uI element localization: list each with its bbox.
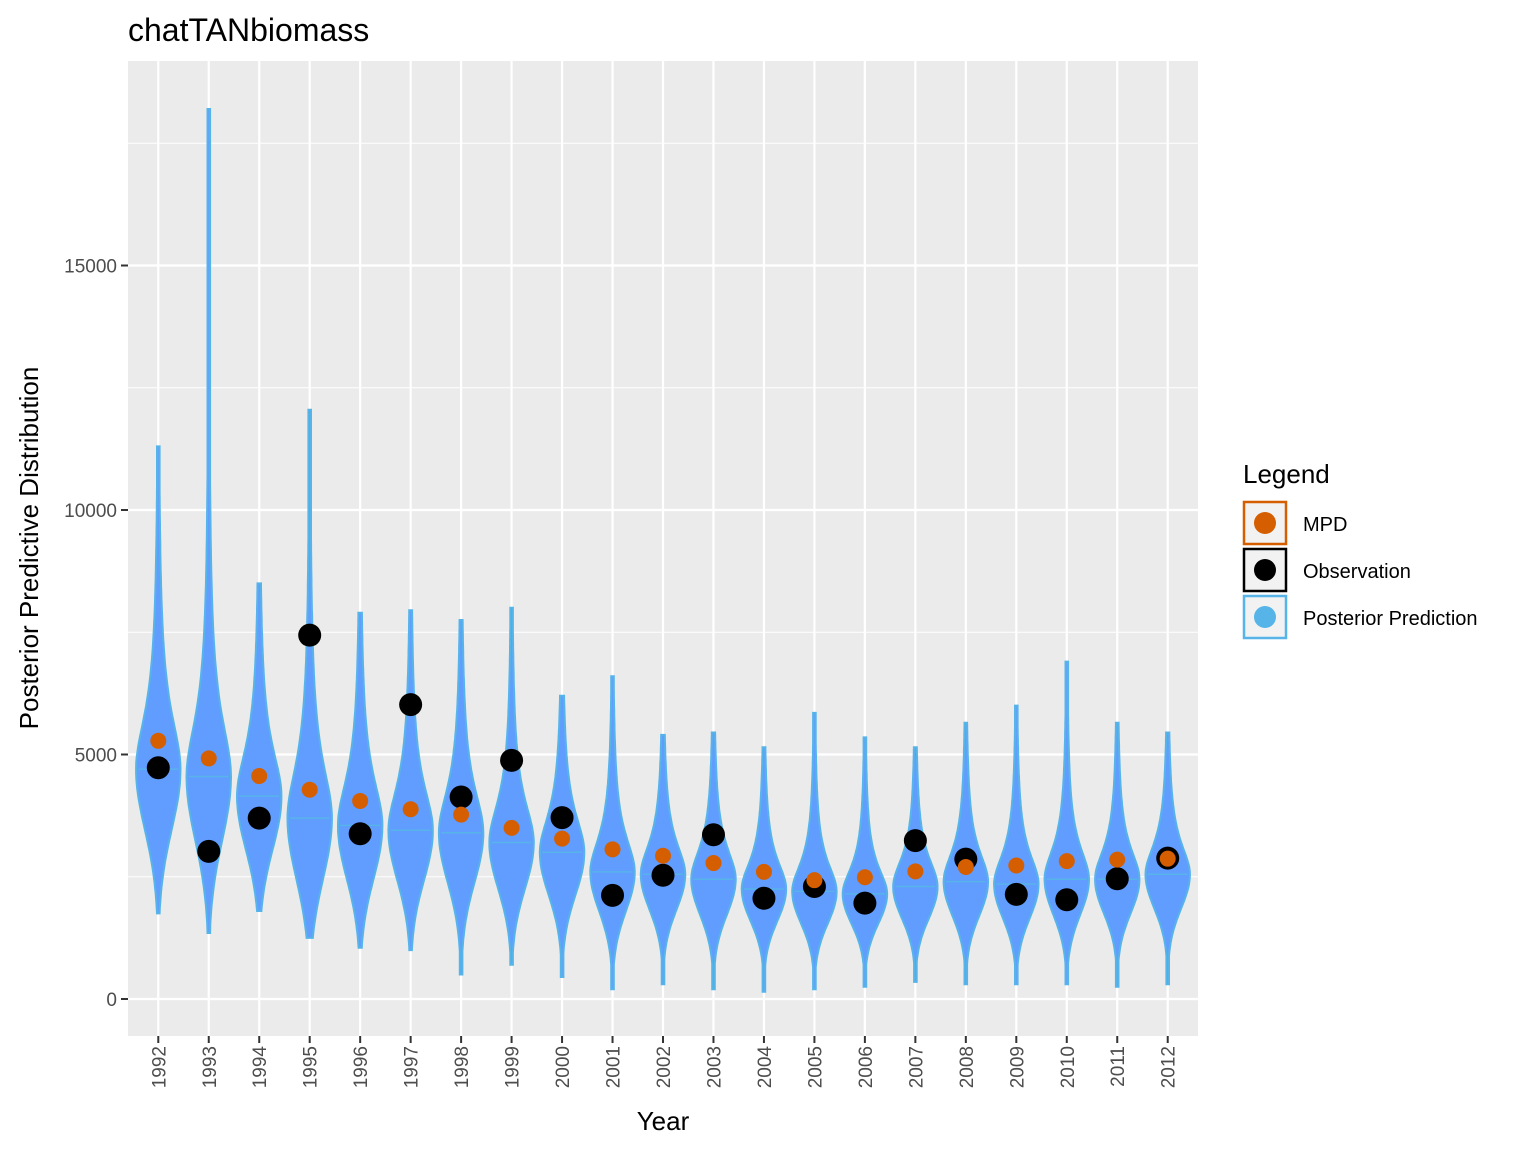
violin	[337, 611, 384, 949]
mpd-point	[150, 732, 167, 749]
violin	[1043, 660, 1091, 986]
legend-key-dot	[1254, 606, 1276, 628]
mpd-point	[1109, 851, 1126, 868]
y-axis: 0 5000 10000 15000	[64, 257, 128, 1011]
mpd-point	[705, 855, 722, 872]
x-tick-label: 2007	[906, 1046, 927, 1088]
mpd-point	[301, 781, 318, 798]
x-tick-label: 1997	[402, 1046, 423, 1088]
x-tick-label: 2008	[957, 1046, 978, 1088]
mpd-point	[554, 830, 571, 847]
x-tick-label: 1998	[452, 1046, 473, 1088]
mpd-point	[655, 847, 671, 864]
observation-point	[247, 806, 271, 830]
observation-point	[752, 886, 776, 910]
violin	[135, 445, 182, 915]
x-axis: 1992 1993 1994 1995 1996 1997 1998 1999 2000 2001…	[149, 1036, 1180, 1089]
x-tick-label: 2000	[553, 1046, 574, 1088]
observation-point	[1105, 867, 1129, 891]
mpd-point	[402, 801, 419, 818]
x-tick-label: 2001	[604, 1046, 625, 1088]
x-tick-label: 1999	[503, 1046, 524, 1088]
x-tick-label: 2011	[1108, 1046, 1129, 1087]
legend-key-dot	[1254, 512, 1276, 534]
violin	[841, 736, 889, 988]
legend-title: Legend	[1243, 459, 1330, 489]
observation-point	[1004, 882, 1028, 906]
x-tick-label: 2006	[856, 1046, 877, 1088]
observation-point	[550, 806, 574, 830]
mpd-point	[755, 863, 772, 880]
violin	[488, 606, 535, 966]
legend-label: Posterior Prediction	[1303, 608, 1478, 630]
x-tick-label: 2003	[704, 1046, 725, 1088]
x-tick-label: 1995	[301, 1046, 322, 1088]
observation-point	[601, 883, 625, 907]
y-tick-label: 5000	[75, 746, 117, 767]
violin	[791, 711, 838, 991]
legend-key	[1242, 594, 1288, 640]
legend-key-dot	[1254, 559, 1276, 581]
x-tick-label: 1994	[250, 1046, 271, 1089]
observation-point	[449, 785, 473, 809]
x-tick-label: 1993	[200, 1046, 221, 1088]
mpd-point	[1008, 857, 1025, 874]
mpd-point	[200, 750, 217, 767]
observation-point	[348, 822, 372, 846]
x-tick-label: 2004	[755, 1046, 776, 1089]
legend-label: Observation	[1303, 561, 1411, 583]
mpd-point	[503, 819, 520, 836]
observation-point	[298, 623, 322, 647]
mpd-point	[352, 792, 369, 809]
observation-point	[146, 756, 170, 780]
x-tick-label: 1996	[351, 1046, 372, 1088]
mpd-point	[1058, 853, 1075, 870]
mpd-point	[453, 806, 470, 823]
mpd-point	[1159, 850, 1176, 867]
violin	[993, 704, 1040, 986]
violin	[589, 675, 636, 991]
y-axis-title: Posterior Predictive Distribution	[14, 367, 44, 730]
observation-point	[197, 839, 221, 863]
violin	[387, 609, 434, 952]
x-tick-label: 2002	[654, 1046, 675, 1088]
mpd-point	[856, 869, 873, 886]
violin	[286, 408, 333, 939]
observation-point	[500, 748, 524, 772]
observation-point	[1055, 888, 1079, 912]
point-layer	[146, 623, 1180, 915]
observation-point	[701, 823, 725, 847]
legend-label: MPD	[1303, 514, 1347, 536]
mpd-point	[251, 768, 268, 785]
mpd-point	[604, 841, 621, 858]
x-tick-label: 1992	[149, 1046, 170, 1088]
observation-point	[651, 863, 675, 887]
x-tick-label: 2009	[1007, 1046, 1028, 1088]
x-tick-label: 2012	[1159, 1046, 1180, 1088]
observation-point	[903, 829, 927, 853]
x-tick-label: 2010	[1058, 1046, 1079, 1088]
x-axis-title: Year	[637, 1106, 690, 1136]
observation-point	[853, 891, 877, 915]
y-tick-label: 10000	[64, 501, 117, 522]
mpd-point	[957, 858, 974, 875]
violin	[236, 582, 283, 912]
observation-point	[399, 693, 423, 717]
violin	[185, 108, 233, 934]
chart-title: chatTANbiomass	[128, 12, 369, 48]
x-tick-label: 2005	[805, 1046, 826, 1088]
legend: Legend MPD Observation Posterior Predictio…	[1242, 459, 1478, 640]
y-tick-label: 15000	[64, 257, 117, 278]
mpd-point	[907, 863, 924, 880]
mpd-point	[806, 872, 823, 889]
y-tick-label: 0	[106, 990, 117, 1011]
